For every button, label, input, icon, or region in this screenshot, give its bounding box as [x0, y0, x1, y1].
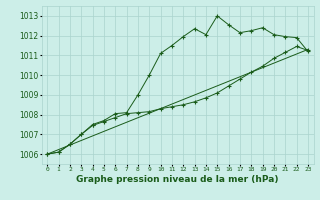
X-axis label: Graphe pression niveau de la mer (hPa): Graphe pression niveau de la mer (hPa) [76, 175, 279, 184]
